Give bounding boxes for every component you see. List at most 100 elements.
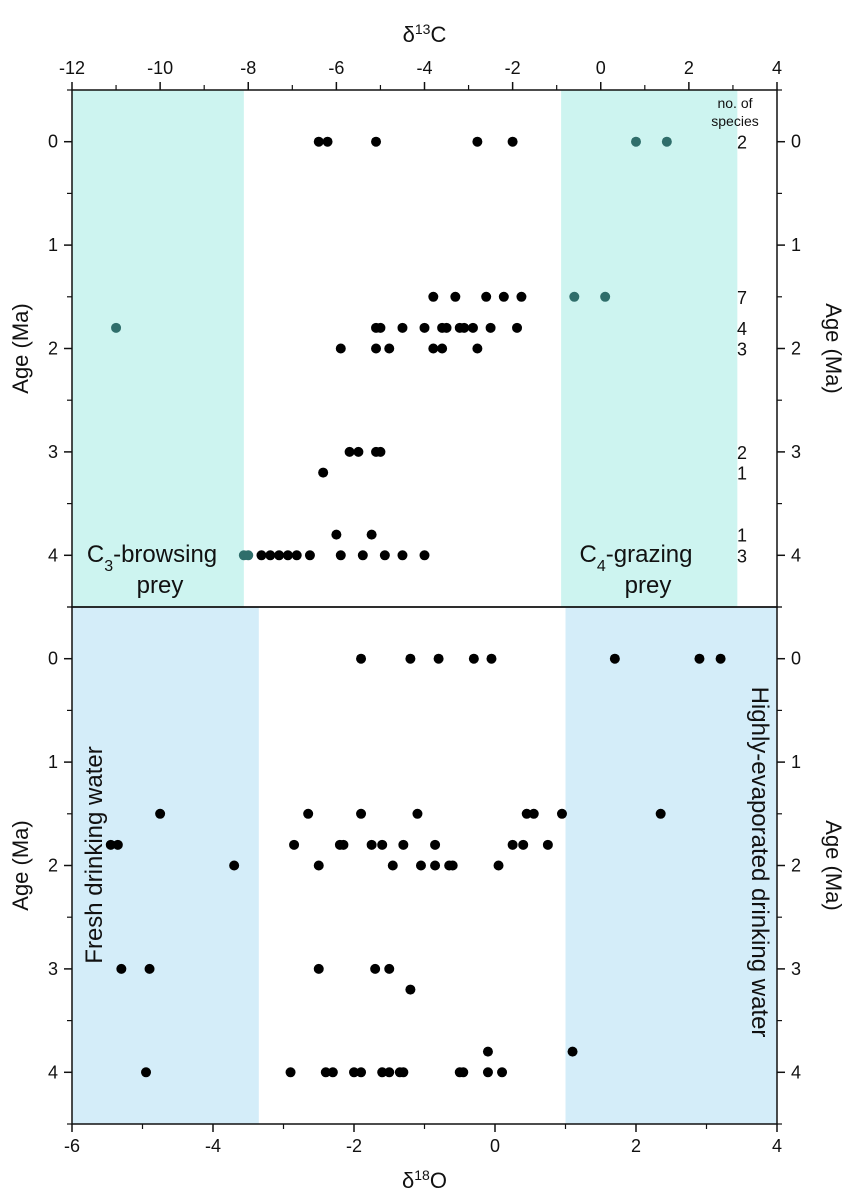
carbon-data-point [318, 467, 329, 478]
oxygen-x-axis-title-sup: 18 [414, 1167, 430, 1183]
oxygen-band-right [565, 607, 777, 1124]
carbon-x-tick-label: -2 [505, 58, 521, 78]
oxygen-y-axis-title-left: Age (Ma) [8, 820, 33, 910]
oxygen-data-point [468, 653, 479, 664]
carbon-y-tick-label-right: 4 [791, 545, 801, 565]
carbon-data-point [313, 136, 324, 147]
oxygen-y-tick-label-left: 1 [48, 752, 58, 772]
carbon-y-axis-title-left: Age (Ma) [8, 303, 33, 393]
c3-prey-label: prey [137, 572, 184, 599]
oxygen-x-tick-label: -4 [205, 1136, 221, 1156]
oxygen-data-point [518, 839, 529, 850]
species-count-header-line1: no. of [717, 95, 752, 111]
carbon-data-point [512, 322, 523, 333]
oxygen-data-point [398, 1067, 409, 1078]
oxygen-data-point [313, 963, 324, 974]
c4-grazing-label: C4-grazing [580, 541, 693, 575]
oxygen-data-point [356, 808, 367, 819]
carbon-y-axis-title-right: Age (Ma) [821, 303, 844, 393]
oxygen-data-point [412, 808, 423, 819]
oxygen-data-point [567, 1046, 578, 1057]
oxygen-data-point [398, 839, 409, 850]
c4-label-tail: -grazing [606, 541, 693, 568]
oxygen-y-tick-label-right: 2 [791, 856, 801, 876]
carbon-data-point [274, 550, 285, 561]
carbon-x-tick-label: 2 [684, 58, 694, 78]
oxygen-y-axis-title-right: Age (Ma) [821, 820, 844, 910]
oxygen-data-point [655, 808, 666, 819]
carbon-data-point [397, 550, 408, 561]
oxygen-data-point [521, 808, 532, 819]
carbon-data-point [516, 291, 527, 302]
carbon-band-right [561, 90, 738, 607]
oxygen-data-point [320, 1067, 331, 1078]
carbon-x-axis-title: δ13C [403, 21, 447, 47]
oxygen-data-point [303, 808, 314, 819]
carbon-data-point [485, 322, 496, 333]
carbon-data-point [437, 343, 448, 354]
oxygen-data-point [327, 1067, 338, 1078]
species-count-label: 3 [737, 546, 747, 566]
oxygen-data-point [447, 860, 458, 871]
carbon-data-point [419, 550, 430, 561]
carbon-data-point [353, 446, 364, 457]
c3-label-letter: C [87, 541, 104, 568]
carbon-x-tick-label: 4 [772, 58, 782, 78]
carbon-y-tick-label-left: 0 [48, 132, 58, 152]
background-bands [72, 90, 777, 1124]
carbon-data-point [256, 550, 267, 561]
carbon-y-tick-label-left: 4 [48, 545, 58, 565]
carbon-x-tick-label: -6 [328, 58, 344, 78]
carbon-data-point-teal [243, 550, 254, 561]
oxygen-x-axis-title-element: O [430, 1168, 447, 1192]
carbon-y-tick-label-left: 1 [48, 235, 58, 255]
carbon-data-point [481, 291, 492, 302]
oxygen-data-point [493, 860, 504, 871]
carbon-data-point [459, 322, 470, 333]
oxygen-y-tick-label-right: 0 [791, 649, 801, 669]
oxygen-data-point [694, 653, 705, 664]
oxygen-data-point [349, 1067, 359, 1078]
species-count-header-line2: species [711, 113, 758, 129]
carbon-data-point-teal [661, 136, 672, 147]
carbon-data-point [467, 322, 478, 333]
carbon-data-point [344, 446, 355, 457]
carbon-band-left [72, 90, 244, 607]
carbon-data-point [379, 550, 390, 561]
carbon-data-point [428, 291, 439, 302]
c4-label-letter: C [580, 541, 597, 568]
carbon-data-point-teal [111, 322, 122, 333]
oxygen-data-point [289, 839, 300, 850]
species-count-label: 3 [737, 340, 747, 360]
species-count-label: 1 [737, 526, 747, 546]
fresh-water-label: Fresh drinking water [81, 746, 108, 963]
oxygen-data-point [715, 653, 726, 664]
oxygen-data-point [458, 1067, 469, 1078]
species-count-label: 4 [737, 319, 747, 339]
carbon-data-point [375, 322, 386, 333]
oxygen-data-point [384, 963, 395, 974]
oxygen-data-point [366, 839, 377, 850]
oxygen-data-point [433, 653, 444, 664]
oxygen-band-left [72, 607, 259, 1124]
carbon-data-point [498, 291, 509, 302]
oxygen-data-point [415, 860, 426, 871]
oxygen-data-point [430, 860, 441, 871]
oxygen-data-point [155, 808, 166, 819]
oxygen-y-tick-label-right: 3 [791, 959, 801, 979]
oxygen-y-tick-label-left: 3 [48, 959, 58, 979]
oxygen-data-point [338, 839, 349, 850]
carbon-x-tick-label: -8 [240, 58, 256, 78]
carbon-data-point [371, 343, 382, 354]
oxygen-data-point [141, 1067, 152, 1078]
oxygen-data-point [486, 653, 497, 664]
carbon-data-point [366, 529, 377, 540]
species-count-label: 7 [737, 288, 747, 308]
axis-ticks [64, 82, 785, 1132]
oxygen-data-point [112, 839, 123, 850]
oxygen-y-tick-label-left: 0 [48, 649, 58, 669]
carbon-y-tick-label-left: 3 [48, 442, 58, 462]
oxygen-data-point [384, 1067, 395, 1078]
species-count-label: 1 [737, 464, 747, 484]
